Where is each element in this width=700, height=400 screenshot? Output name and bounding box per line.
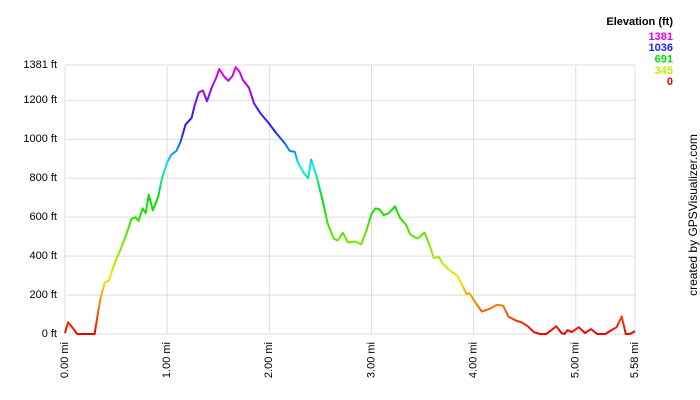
elevation-line (64, 66, 636, 335)
y-tick-label: 600 ft (29, 211, 57, 223)
y-tick-label: 800 ft (29, 172, 57, 184)
y-tick-label: 1000 ft (23, 133, 57, 145)
y-tick-label: 0 ft (42, 328, 57, 340)
legend-value: 1036 (649, 42, 673, 54)
legend-value: 1381 (649, 31, 673, 43)
x-tick-label: 5.58 mi (629, 342, 641, 378)
x-tick-label: 5.00 mi (570, 342, 582, 378)
legend-value: 691 (655, 54, 673, 66)
legend-title: Elevation (ft) (606, 16, 673, 28)
legend-value: 345 (655, 65, 673, 77)
x-tick-label: 4.00 mi (468, 342, 480, 378)
x-tick-label: 0.00 mi (59, 342, 71, 378)
x-tick-label: 3.00 mi (365, 342, 377, 378)
x-tick-label: 2.00 mi (263, 342, 275, 378)
legend-value: 0 (667, 76, 673, 88)
y-tick-label: 200 ft (29, 289, 57, 301)
x-tick-label: 1.00 mi (161, 342, 173, 378)
credit: created by GPSVisualizer.com (686, 134, 700, 296)
y-tick-label: 1381 ft (23, 59, 57, 71)
y-tick-label: 400 ft (29, 250, 57, 262)
y-tick-label: 1200 ft (23, 94, 57, 106)
